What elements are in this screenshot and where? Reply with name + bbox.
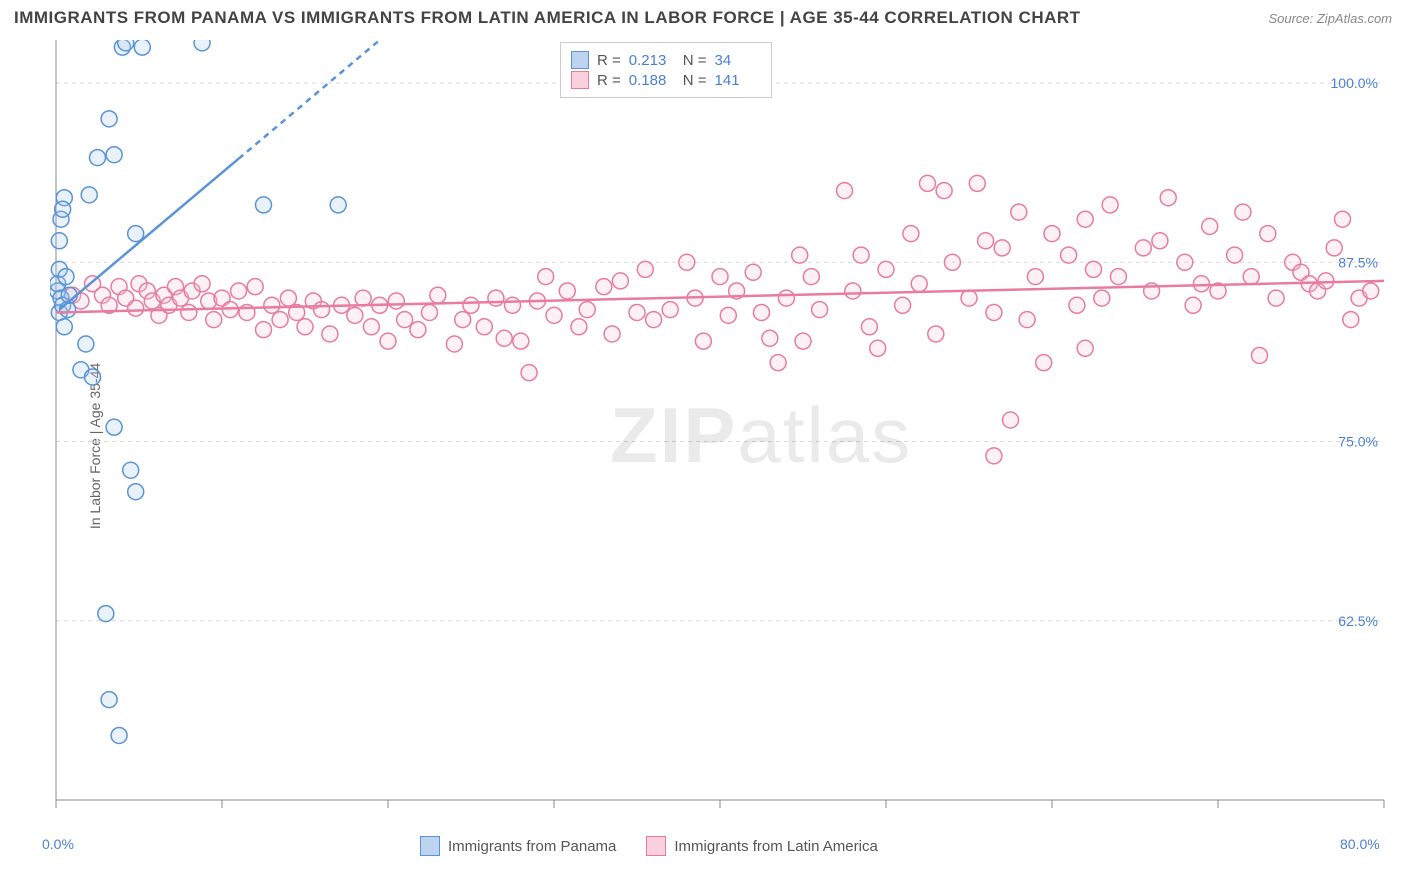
legend-swatch-latin: [646, 836, 666, 856]
stats-n-label: N =: [683, 52, 707, 69]
legend-label-panama: Immigrants from Panama: [448, 838, 616, 855]
stats-n-value-latin: 141: [715, 72, 761, 89]
legend-item-latin: Immigrants from Latin America: [646, 836, 877, 856]
stats-row-panama: R = 0.213 N = 34: [571, 51, 761, 69]
stats-r-value-latin: 0.188: [629, 72, 675, 89]
legend-item-panama: Immigrants from Panama: [420, 836, 616, 856]
x-axis-max-label: 80.0%: [1340, 836, 1380, 852]
stats-panel: R = 0.213 N = 34 R = 0.188 N = 141: [560, 42, 772, 98]
svg-text:62.5%: 62.5%: [1338, 613, 1378, 629]
swatch-panama: [571, 51, 589, 69]
legend-label-latin: Immigrants from Latin America: [674, 838, 877, 855]
svg-text:87.5%: 87.5%: [1338, 254, 1378, 270]
title-bar: IMMIGRANTS FROM PANAMA VS IMMIGRANTS FRO…: [14, 8, 1392, 28]
stats-row-latin: R = 0.188 N = 141: [571, 71, 761, 89]
svg-text:75.0%: 75.0%: [1338, 434, 1378, 450]
chart-area: 62.5% 75.0% 87.5% 100.0%: [50, 40, 1390, 820]
swatch-latin: [571, 71, 589, 89]
stats-n-value-panama: 34: [715, 52, 761, 69]
stats-r-label: R =: [597, 52, 621, 69]
stats-r-value-panama: 0.213: [629, 52, 675, 69]
source-attribution: Source: ZipAtlas.com: [1268, 11, 1392, 26]
stats-n-label: N =: [683, 72, 707, 89]
stats-r-label: R =: [597, 72, 621, 89]
chart-title: IMMIGRANTS FROM PANAMA VS IMMIGRANTS FRO…: [14, 8, 1081, 28]
legend-swatch-panama: [420, 836, 440, 856]
x-axis-min-label: 0.0%: [42, 836, 74, 852]
scatter-chart-svg: 62.5% 75.0% 87.5% 100.0%: [50, 40, 1390, 820]
svg-text:100.0%: 100.0%: [1331, 75, 1378, 91]
bottom-legend: Immigrants from Panama Immigrants from L…: [420, 836, 878, 856]
